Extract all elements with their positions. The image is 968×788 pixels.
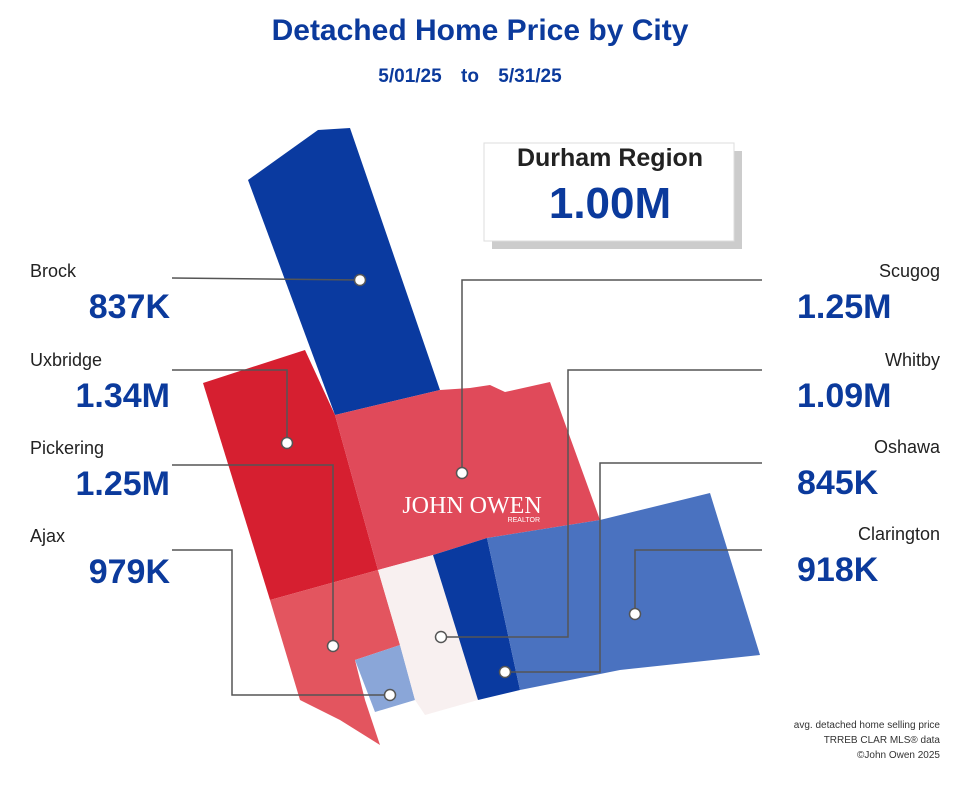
area-scugog (335, 382, 600, 570)
region-price: 1.00M (549, 179, 671, 228)
city-name: Brock (30, 261, 77, 281)
leader-line (172, 549, 390, 696)
leader-line (505, 462, 762, 673)
region-box: Durham Region 1.00M (483, 142, 742, 249)
city-price: 1.09M (797, 377, 892, 415)
city-name: Oshawa (874, 437, 941, 457)
map (203, 128, 760, 745)
logo-sub: REALTOR (508, 517, 540, 524)
region-name: Durham Region (517, 144, 703, 172)
logo-name: JOHN OWEN (402, 493, 541, 519)
cities: Brock 837K Uxbridge 1.34M Pickering 1.25M Ajax… (30, 261, 941, 702)
area-oshawa (433, 538, 520, 700)
city-price: 837K (89, 288, 171, 326)
leader-line (461, 279, 762, 473)
city-price: 918K (797, 551, 879, 589)
leader-line (172, 464, 334, 646)
area-whitby (378, 555, 478, 715)
city-price: 979K (89, 553, 171, 591)
area-uxbridge (203, 350, 378, 600)
footer-line: ©John Owen 2025 (857, 750, 940, 761)
city-name: Clarington (858, 524, 940, 544)
city-price: 1.25M (76, 465, 171, 503)
box (483, 142, 735, 242)
city-name: Uxbridge (30, 350, 102, 370)
city-dot (498, 665, 512, 679)
area-brock (248, 128, 440, 415)
date-to: 5/31/25 (498, 66, 562, 87)
date-connector: to (461, 66, 479, 87)
title: Detached Home Price by City (272, 14, 689, 47)
city-name: Pickering (30, 438, 104, 458)
leader-line (634, 549, 762, 614)
city-dot (383, 688, 397, 702)
leader-line (441, 369, 762, 638)
area-clarington (487, 493, 760, 690)
city-dot (628, 607, 642, 621)
leader-line (172, 369, 288, 443)
city-name: Ajax (30, 526, 65, 546)
city-price: 1.25M (797, 288, 892, 326)
city-dot (353, 273, 367, 287)
leader-line (171, 277, 361, 281)
footer-line: TRREB CLAR MLS® data (824, 735, 941, 746)
area-pickering (270, 570, 400, 745)
city-dot (326, 639, 340, 653)
city-price: 845K (797, 464, 879, 502)
city-dot (280, 436, 294, 450)
city-dot (455, 466, 469, 480)
footer: avg. detached home selling price TRREB CL… (794, 720, 941, 761)
city-price: 1.34M (76, 377, 171, 415)
city-name: Whitby (885, 350, 940, 370)
date-from: 5/01/25 (378, 66, 442, 87)
footer-line: avg. detached home selling price (794, 720, 941, 731)
city-dot (434, 630, 448, 644)
city-name: Scugog (879, 261, 940, 281)
